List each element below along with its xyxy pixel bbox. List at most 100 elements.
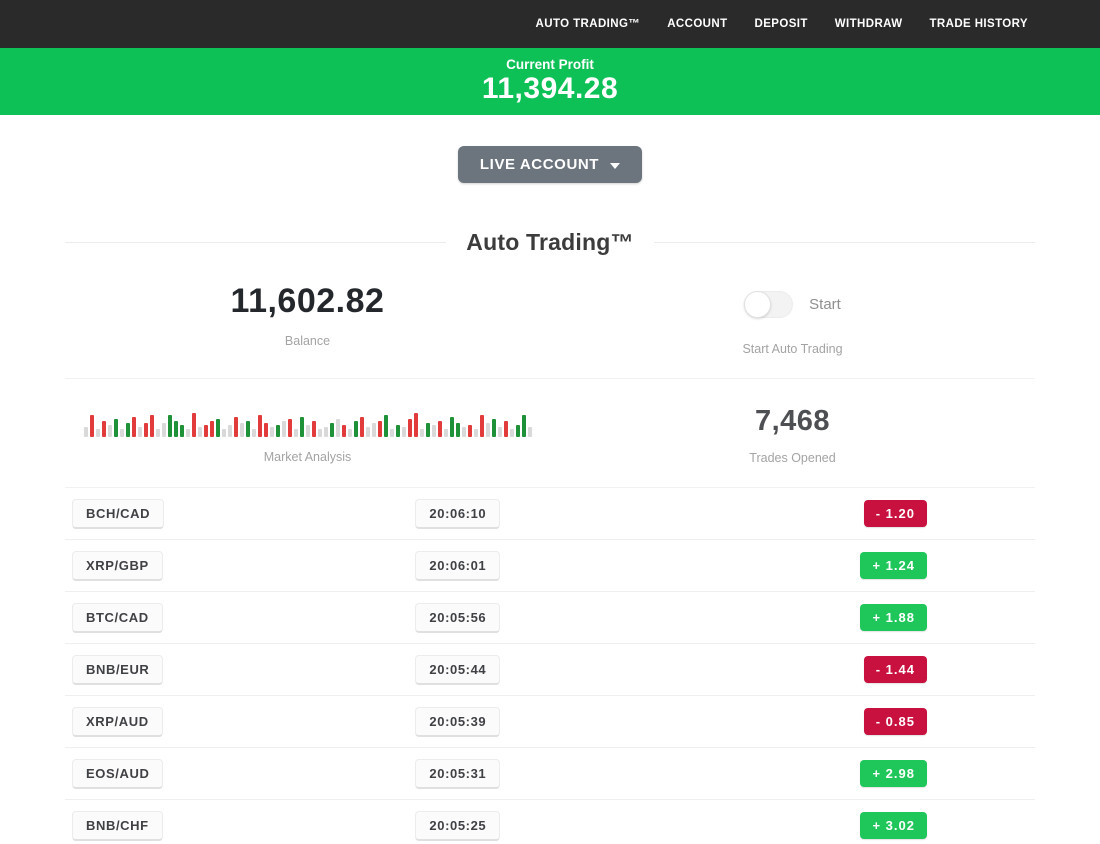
candle-bar	[509, 429, 514, 437]
result-badge: - 0.85	[863, 708, 927, 735]
time-chip: 20:05:31	[415, 758, 501, 789]
table-row: XRP/AUD 20:05:39 - 0.85	[65, 696, 1035, 748]
pair-chip: BNB/EUR	[72, 654, 164, 685]
candle-bar	[383, 415, 388, 437]
candle-bar	[203, 425, 208, 437]
candle-bar	[209, 421, 214, 437]
pair-cell: BNB/EUR	[65, 654, 327, 685]
candle-bar	[431, 425, 436, 437]
candle-bar	[257, 415, 262, 437]
divider	[653, 242, 1036, 243]
balance-label: Balance	[284, 334, 331, 348]
candle-bar	[425, 423, 430, 437]
start-toggle-label: Start	[809, 296, 841, 313]
candle-bar	[443, 429, 448, 437]
pair-chip: XRP/AUD	[72, 706, 163, 737]
candle-bar	[299, 417, 304, 437]
divider	[65, 242, 447, 243]
time-cell: 20:06:10	[327, 498, 589, 529]
candle-bar	[269, 427, 274, 437]
nav-item-trade-history[interactable]: TRADE HISTORY	[929, 18, 1028, 30]
time-chip: 20:05:39	[415, 706, 501, 737]
candle-bar	[305, 425, 310, 437]
nav-item-withdraw[interactable]: WITHDRAW	[834, 18, 903, 30]
candle-bar	[185, 429, 190, 437]
result-cell: - 1.20	[589, 500, 1035, 527]
account-selector-row: LIVE ACCOUNT	[0, 146, 1100, 183]
market-analysis-block: Market Analysis	[65, 405, 550, 465]
table-row: XRP/GBP 20:06:01 + 1.24	[65, 540, 1035, 592]
candle-bar	[113, 419, 118, 437]
result-cell: + 1.88	[589, 604, 1035, 631]
start-auto-trading-label: Start Auto Trading	[742, 342, 843, 356]
candle-bar	[95, 429, 100, 437]
candle-bar	[419, 429, 424, 437]
candle-bar	[137, 427, 142, 437]
candle-bar	[479, 415, 484, 437]
time-chip: 20:05:25	[415, 810, 501, 841]
current-profit-label: Current Profit	[506, 56, 594, 72]
candle-bar	[191, 413, 196, 437]
candle-bar	[395, 425, 400, 437]
nav-item-deposit[interactable]: DEPOSIT	[754, 18, 808, 30]
candle-bar	[497, 427, 502, 437]
result-cell: + 3.02	[589, 812, 1035, 839]
candle-bar	[527, 427, 532, 437]
time-chip: 20:05:44	[415, 654, 501, 685]
candle-bar	[173, 421, 178, 437]
candle-bar	[287, 419, 292, 437]
balance-value: 11,602.82	[230, 282, 385, 320]
candle-bar	[389, 429, 394, 437]
time-cell: 20:05:25	[327, 810, 589, 841]
candle-bar	[251, 429, 256, 437]
result-cell: + 2.98	[589, 760, 1035, 787]
pair-cell: EOS/AUD	[65, 758, 327, 789]
candle-bar	[341, 425, 346, 437]
candle-bar	[467, 425, 472, 437]
candle-bar	[221, 429, 226, 437]
trades-table: BCH/CAD 20:06:10 - 1.20 XRP/GBP 20:06:01…	[65, 488, 1035, 844]
candle-bar	[407, 419, 412, 437]
candle-bar	[371, 423, 376, 437]
result-badge: + 1.24	[860, 552, 927, 579]
time-chip: 20:06:10	[415, 498, 501, 529]
result-cell: - 0.85	[589, 708, 1035, 735]
nav-item-auto-trading[interactable]: AUTO TRADING™	[535, 18, 641, 30]
start-toggle-row: Start	[744, 291, 841, 318]
candle-bar	[437, 421, 442, 437]
candle-bar	[413, 413, 418, 437]
candle-bar	[359, 417, 364, 437]
result-badge: - 1.44	[863, 656, 927, 683]
pair-chip: EOS/AUD	[72, 758, 164, 789]
candle-bar	[377, 421, 382, 437]
result-badge: + 2.98	[860, 760, 927, 787]
pair-chip: BCH/CAD	[72, 498, 165, 529]
candle-bar	[215, 419, 220, 437]
live-account-label: LIVE ACCOUNT	[479, 156, 600, 173]
pair-cell: BTC/CAD	[65, 602, 327, 633]
current-profit-banner: Current Profit 11,394.28	[0, 48, 1100, 115]
stats-row-bottom: Market Analysis 7,468 Trades Opened	[65, 379, 1035, 488]
candle-bar	[293, 429, 298, 437]
time-chip: 20:05:56	[415, 602, 501, 633]
time-chip: 20:06:01	[415, 550, 501, 581]
candle-bar	[101, 421, 106, 437]
time-cell: 20:05:44	[327, 654, 589, 685]
candle-bar	[323, 427, 328, 437]
pair-chip: BNB/CHF	[72, 810, 163, 841]
live-account-button[interactable]: LIVE ACCOUNT	[457, 146, 643, 183]
candle-bar	[515, 425, 520, 437]
candle-bar	[485, 423, 490, 437]
balance-block: 11,602.82 Balance	[65, 282, 550, 356]
candle-bar	[401, 427, 406, 437]
candle-bar	[311, 421, 316, 437]
top-nav: AUTO TRADING™ ACCOUNT DEPOSIT WITHDRAW TRADE…	[0, 0, 1100, 48]
candle-bar	[353, 421, 358, 437]
candle-bar	[107, 425, 112, 437]
table-row: BCH/CAD 20:06:10 - 1.20	[65, 488, 1035, 540]
nav-item-account[interactable]: ACCOUNT	[667, 18, 728, 30]
chevron-down-icon	[610, 162, 621, 169]
time-cell: 20:06:01	[327, 550, 589, 581]
candle-bar	[449, 417, 454, 437]
start-auto-trading-toggle[interactable]	[744, 291, 794, 318]
